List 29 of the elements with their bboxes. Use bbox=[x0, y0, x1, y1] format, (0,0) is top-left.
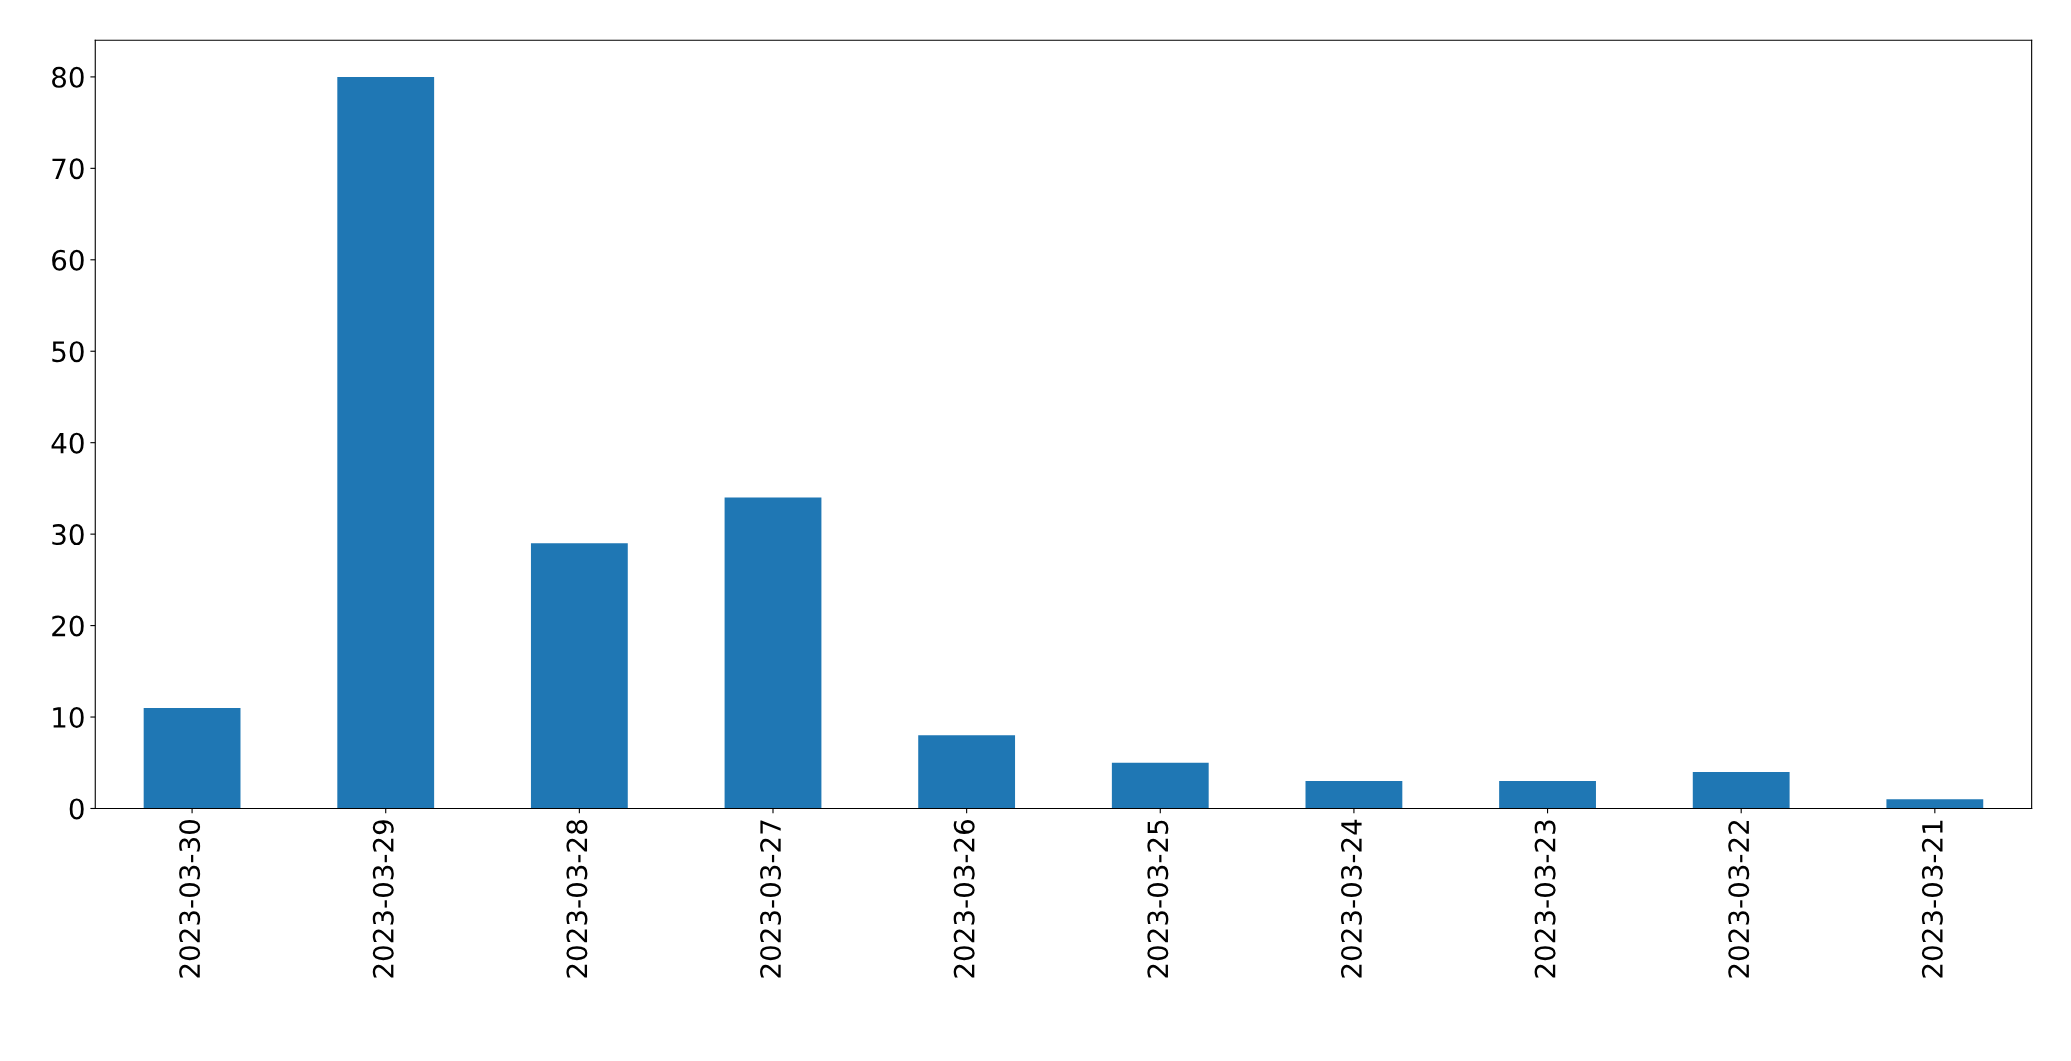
bar bbox=[1499, 781, 1596, 809]
y-tick-label: 70 bbox=[52, 158, 84, 180]
x-tick-label: 2023-03-24 bbox=[1340, 819, 1362, 978]
bar bbox=[724, 497, 822, 809]
bar bbox=[337, 76, 435, 809]
bar bbox=[530, 543, 628, 809]
y-tick-label: 10 bbox=[53, 706, 84, 728]
x-tick-label: 2023-03-29 bbox=[372, 820, 394, 978]
y-tick-label: 20 bbox=[52, 615, 84, 637]
x-tick-label: 2023-03-21 bbox=[1921, 820, 1943, 978]
bar bbox=[1886, 799, 1984, 809]
x-tick-label: 2023-03-23 bbox=[1534, 820, 1556, 978]
bar bbox=[1305, 781, 1403, 809]
x-tick-label: 2023-03-28 bbox=[566, 820, 588, 978]
x-tick-label: 2023-03-22 bbox=[1728, 820, 1750, 978]
y-tick-label: 50 bbox=[52, 341, 84, 363]
bar bbox=[918, 735, 1016, 809]
x-tick-label: 2023-03-27 bbox=[760, 820, 782, 978]
y-tick-label: 80 bbox=[52, 66, 84, 88]
y-tick-label: 60 bbox=[52, 249, 84, 271]
y-tick-label: 40 bbox=[51, 432, 84, 454]
bar bbox=[143, 707, 241, 809]
y-tick-label: 0 bbox=[69, 798, 84, 820]
y-tick-label: 30 bbox=[52, 524, 84, 546]
bar bbox=[1692, 771, 1790, 809]
x-tick-label: 2023-03-25 bbox=[1147, 820, 1169, 978]
bar bbox=[1111, 762, 1209, 809]
x-tick-label: 2023-03-30 bbox=[179, 820, 201, 978]
x-tick-label: 2023-03-26 bbox=[953, 819, 975, 978]
